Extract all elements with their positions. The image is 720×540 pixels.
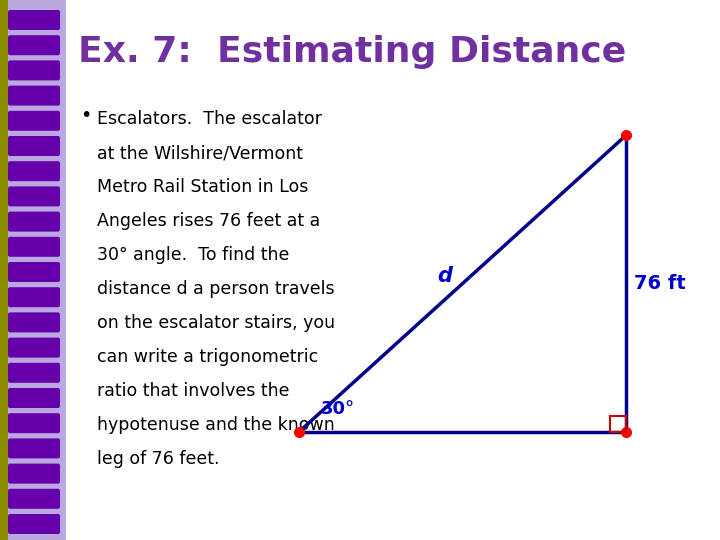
FancyBboxPatch shape — [8, 86, 60, 106]
Text: Escalators.  The escalator: Escalators. The escalator — [97, 110, 322, 128]
FancyBboxPatch shape — [8, 136, 60, 156]
FancyBboxPatch shape — [8, 489, 60, 509]
FancyBboxPatch shape — [8, 514, 60, 534]
FancyBboxPatch shape — [8, 60, 60, 80]
Text: Angeles rises 76 feet at a: Angeles rises 76 feet at a — [97, 212, 320, 230]
FancyBboxPatch shape — [8, 287, 60, 307]
Text: d: d — [437, 266, 452, 286]
Text: 30° angle.  To find the: 30° angle. To find the — [97, 246, 289, 264]
FancyBboxPatch shape — [8, 186, 60, 206]
FancyBboxPatch shape — [8, 262, 60, 282]
Text: •: • — [80, 106, 91, 125]
Text: hypotenuse and the known: hypotenuse and the known — [97, 416, 335, 434]
Text: Metro Rail Station in Los: Metro Rail Station in Los — [97, 178, 308, 196]
Bar — [610, 416, 626, 432]
FancyBboxPatch shape — [8, 388, 60, 408]
FancyBboxPatch shape — [8, 161, 60, 181]
Text: on the escalator stairs, you: on the escalator stairs, you — [97, 314, 335, 332]
Text: ratio that involves the: ratio that involves the — [97, 382, 289, 400]
FancyBboxPatch shape — [8, 464, 60, 484]
FancyBboxPatch shape — [8, 212, 60, 232]
Text: can write a trigonometric: can write a trigonometric — [97, 348, 318, 366]
Text: leg of 76 feet.: leg of 76 feet. — [97, 450, 220, 468]
FancyBboxPatch shape — [8, 413, 60, 433]
FancyBboxPatch shape — [8, 10, 60, 30]
FancyBboxPatch shape — [8, 338, 60, 357]
Text: 30°: 30° — [321, 400, 355, 418]
Bar — [8, 0, 66, 540]
Text: distance d a person travels: distance d a person travels — [97, 280, 335, 298]
FancyBboxPatch shape — [8, 111, 60, 131]
FancyBboxPatch shape — [8, 363, 60, 383]
Text: 76 ft: 76 ft — [634, 274, 686, 293]
FancyBboxPatch shape — [8, 237, 60, 257]
Bar — [0, 0, 8, 540]
FancyBboxPatch shape — [8, 313, 60, 333]
FancyBboxPatch shape — [8, 438, 60, 458]
Text: Ex. 7:  Estimating Distance: Ex. 7: Estimating Distance — [78, 35, 626, 69]
Text: at the Wilshire/Vermont: at the Wilshire/Vermont — [97, 144, 303, 162]
FancyBboxPatch shape — [8, 35, 60, 55]
